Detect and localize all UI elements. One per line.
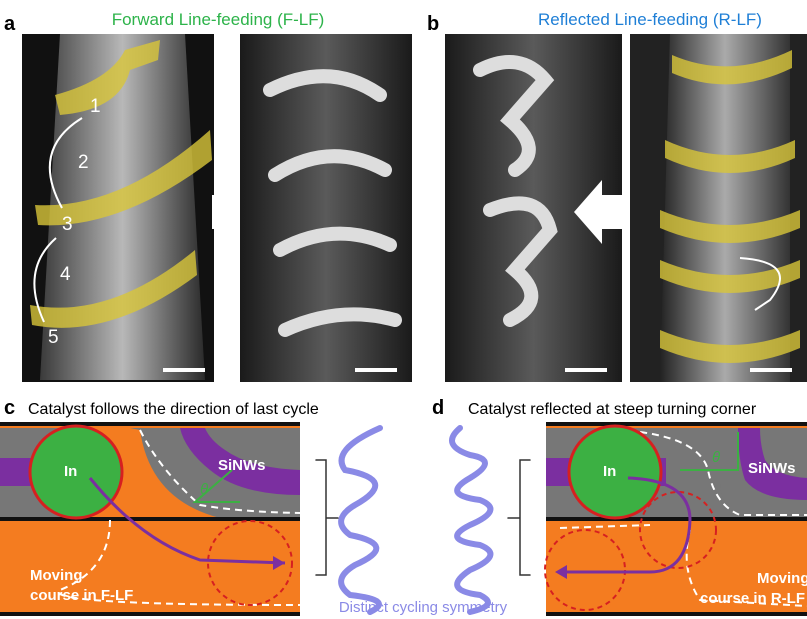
shape: [508, 460, 530, 575]
course-label: course in F-LF: [30, 587, 133, 604]
material-label: SiNWs: [218, 457, 266, 474]
panel-letter: b: [427, 13, 439, 35]
step-label: 3: [62, 214, 73, 235]
caption: Distinct cycling symmetry: [339, 599, 508, 616]
material-label: SiNWs: [748, 460, 796, 477]
shape: [316, 460, 338, 575]
sem-image-a2: [240, 34, 412, 382]
shape: [452, 428, 490, 612]
spring-illustrations: [316, 428, 530, 612]
course-label: Moving: [30, 567, 83, 584]
catalyst-label: In: [64, 463, 77, 480]
step-label: 5: [48, 327, 59, 348]
panel-letter: c: [4, 397, 15, 419]
angle-label: θ: [200, 481, 208, 498]
panel-letter: a: [4, 13, 16, 35]
step-label: 2: [78, 152, 89, 173]
schematic-d: [545, 424, 807, 616]
step-label: 1: [90, 96, 101, 117]
catalyst-label: In: [603, 463, 616, 480]
shape: [660, 34, 790, 382]
course-label: course in R-LF: [700, 590, 805, 607]
panel-title: Catalyst reflected at steep turning corn…: [468, 401, 757, 418]
figure: a Forward Line-feeding (F-LF) 1 2 3 4 5 …: [0, 0, 807, 619]
panel-letter: d: [432, 397, 444, 419]
step-label: 4: [60, 264, 71, 285]
shape: [341, 428, 380, 612]
panel-title: Reflected Line-feeding (R-LF): [538, 10, 762, 29]
course-label: Moving: [757, 570, 807, 587]
panel-title: Forward Line-feeding (F-LF): [112, 10, 325, 29]
sem-image-b2: [630, 34, 807, 382]
angle-label: θ: [712, 449, 720, 466]
panel-title: Catalyst follows the direction of last c…: [28, 401, 319, 418]
